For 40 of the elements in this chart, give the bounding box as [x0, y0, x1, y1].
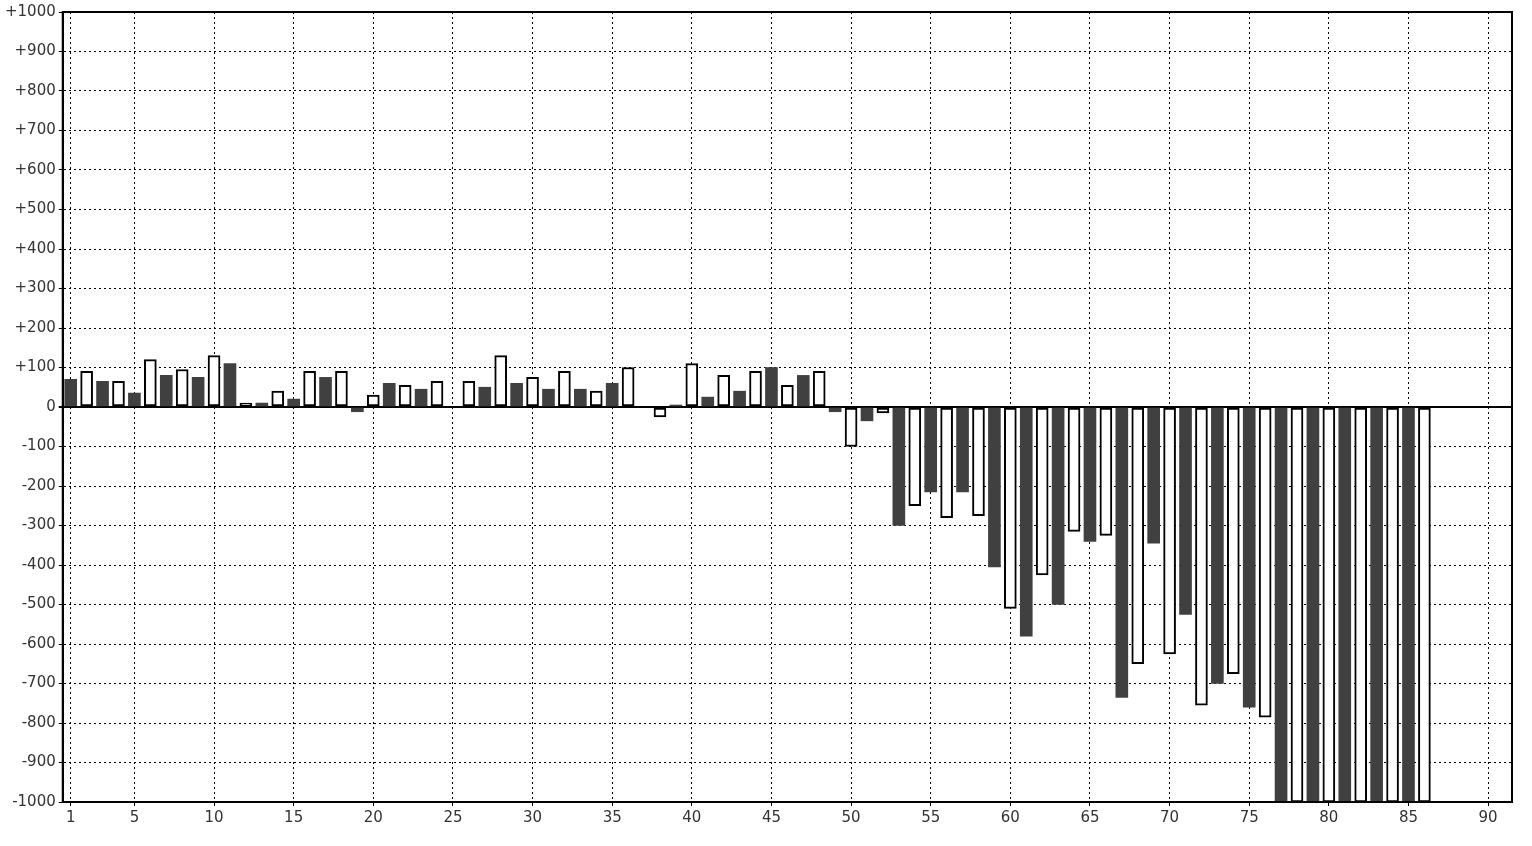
- y-tick-label: -700: [21, 673, 56, 692]
- y-tick-label: -400: [21, 554, 56, 573]
- y-tick-label: 0: [46, 396, 56, 415]
- x-tick-label: 65: [1080, 807, 1100, 826]
- x-tick-label: 45: [761, 807, 781, 826]
- y-tick-label: -800: [21, 712, 56, 731]
- x-tick-label: 85: [1398, 807, 1419, 826]
- x-tick-label: 60: [1000, 807, 1020, 826]
- y-tick-label: -900: [21, 752, 56, 771]
- x-tick-label: 80: [1319, 807, 1339, 826]
- y-tick-label: -500: [21, 594, 56, 613]
- x-tick-label: 35: [602, 807, 622, 826]
- y-tick-label: -600: [21, 633, 56, 652]
- x-tick-label: 1: [65, 807, 76, 826]
- x-tick-label: 10: [204, 807, 224, 826]
- x-tick-label: 20: [363, 807, 383, 826]
- y-tick-label: +900: [14, 41, 56, 60]
- x-tick-label: 50: [841, 807, 861, 826]
- x-tick-label: 90: [1478, 807, 1498, 826]
- x-tick-label: 70: [1160, 807, 1180, 826]
- y-tick-label: +600: [14, 159, 56, 178]
- y-tick-label: +700: [14, 120, 56, 139]
- x-tick-label: 55: [921, 807, 941, 826]
- x-tick-label: 25: [443, 807, 463, 826]
- y-tick-label: -300: [21, 515, 56, 534]
- x-tick-label: 75: [1239, 807, 1259, 826]
- x-tick-label: 15: [284, 807, 304, 826]
- x-tick-label: 30: [523, 807, 543, 826]
- y-tick-label: -100: [21, 436, 56, 455]
- y-tick-label: -200: [21, 475, 56, 494]
- y-tick-label: +1000: [4, 1, 56, 20]
- x-tick-label: 40: [682, 807, 702, 826]
- y-tick-label: +300: [14, 278, 56, 297]
- x-tick-label: 5: [129, 807, 140, 826]
- y-tick-label: +100: [14, 357, 56, 376]
- y-tick-label: -1000: [12, 791, 56, 810]
- y-tick-label: +500: [14, 199, 56, 218]
- y-tick-label: +800: [14, 80, 56, 99]
- y-tick-label: +200: [14, 317, 56, 336]
- y-tick-label: +400: [14, 238, 56, 257]
